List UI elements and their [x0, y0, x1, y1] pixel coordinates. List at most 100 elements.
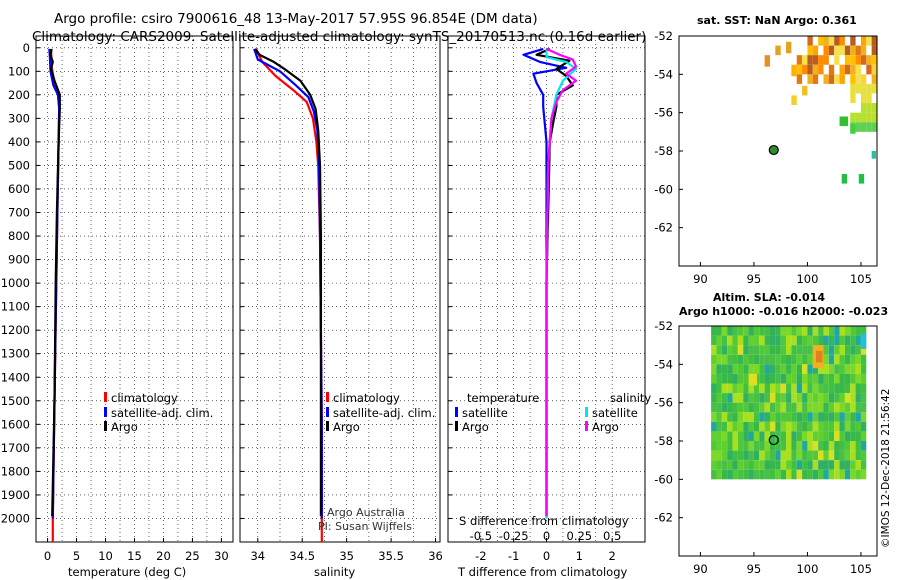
map-cell	[716, 431, 721, 441]
map-cell	[813, 46, 818, 56]
map-cell	[813, 412, 818, 422]
map-cell	[807, 451, 812, 461]
map-cell	[765, 470, 770, 480]
map-y-label: -54	[654, 67, 673, 81]
map-cell	[791, 412, 796, 422]
map-cell	[872, 103, 877, 113]
map-cell	[716, 451, 721, 461]
map-cell	[856, 74, 861, 84]
map-cell	[834, 36, 839, 46]
map-y-label: -58	[654, 434, 673, 448]
map-cell	[797, 374, 802, 384]
x-tick-label: 34	[250, 549, 265, 563]
map-cell	[711, 336, 716, 346]
map-cell	[781, 441, 786, 451]
map-cell	[872, 46, 877, 56]
map-cell	[727, 412, 732, 422]
credit-line-1: Argo Australia	[327, 506, 405, 519]
legend-t-satellite: satellite	[462, 406, 508, 420]
map-cell	[765, 422, 770, 432]
series-line-climatology	[256, 49, 322, 542]
map-cell	[786, 441, 791, 451]
x-tick-label: 35	[339, 549, 354, 563]
map-cell	[829, 326, 834, 336]
map-cell	[813, 374, 818, 384]
map-cell	[829, 65, 834, 75]
map-cell	[781, 460, 786, 470]
map-cell	[765, 393, 770, 403]
map-cell	[807, 46, 812, 56]
map-cell	[850, 431, 855, 441]
map-cell	[850, 113, 855, 123]
map-cell	[823, 326, 828, 336]
map-cell	[845, 384, 850, 394]
y-tick-label: 600	[8, 182, 30, 196]
map-cell	[813, 422, 818, 432]
map-cell	[840, 412, 845, 422]
map-cell	[802, 336, 807, 346]
map-cell	[829, 460, 834, 470]
map-cell	[866, 103, 871, 113]
map-cell	[791, 364, 796, 374]
legend-s-argo: Argo	[592, 420, 619, 434]
map-cell	[834, 384, 839, 394]
map-cell	[850, 124, 855, 134]
map-cell	[765, 364, 770, 374]
map-cell	[823, 422, 828, 432]
map-cell	[802, 326, 807, 336]
map-cell	[743, 431, 748, 441]
map-cell	[813, 393, 818, 403]
map-cell	[813, 65, 818, 75]
map-cell	[716, 441, 721, 451]
map-cell	[823, 412, 828, 422]
imos-stamp: ©IMOS 12-Dec-2018 21:56:42	[880, 389, 892, 548]
map-cell	[845, 403, 850, 413]
map-cell	[818, 65, 823, 75]
map-cell	[754, 403, 759, 413]
map-cell	[775, 393, 780, 403]
t-difference-xlabel: T difference from climatology	[458, 565, 627, 579]
map-cell	[845, 65, 850, 75]
map-cell	[861, 384, 866, 394]
map-cell	[727, 403, 732, 413]
map-cell	[850, 412, 855, 422]
map-cell	[834, 441, 839, 451]
map-cell	[840, 384, 845, 394]
map-cell	[829, 355, 834, 365]
map-cell	[738, 422, 743, 432]
map-cell	[754, 412, 759, 422]
map-cell	[856, 113, 861, 123]
map-cell	[775, 364, 780, 374]
map-cell	[840, 326, 845, 336]
map-cell	[743, 345, 748, 355]
y-tick-label: 500	[8, 158, 30, 172]
map-cell	[716, 403, 721, 413]
map-cell	[802, 384, 807, 394]
map-cell	[791, 384, 796, 394]
map-cell	[818, 384, 823, 394]
map-cell	[802, 364, 807, 374]
x-tick-label: -2	[475, 549, 486, 563]
map-cell	[829, 364, 834, 374]
map-cell	[823, 460, 828, 470]
map-cell	[770, 412, 775, 422]
map-cell	[738, 441, 743, 451]
map-cell	[711, 441, 716, 451]
map-cell	[743, 393, 748, 403]
map-cell	[738, 470, 743, 480]
map-cell	[797, 384, 802, 394]
map-cell	[802, 412, 807, 422]
map-cell	[850, 384, 855, 394]
map-cell	[716, 470, 721, 480]
map-cell	[856, 451, 861, 461]
map-cell	[754, 345, 759, 355]
map-cell	[850, 46, 855, 56]
map-cell	[861, 422, 866, 432]
map-cell	[765, 355, 770, 365]
map-cell	[813, 326, 818, 336]
map-cell	[722, 326, 727, 336]
map-cell	[840, 36, 845, 46]
sla-map-subtitle: Argo h1000: -0.016 h2000: -0.023	[679, 305, 888, 318]
map-cell	[716, 460, 721, 470]
map-cell	[770, 374, 775, 384]
